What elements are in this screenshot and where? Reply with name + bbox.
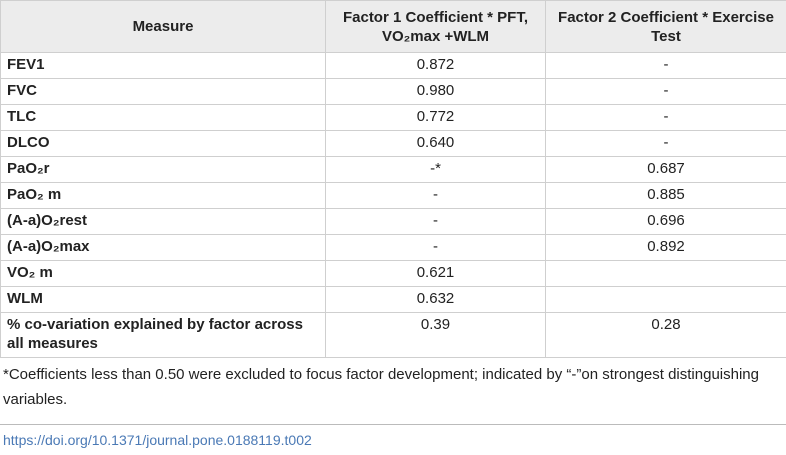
table-body: FEV1 0.872- FVC 0.980- TLC 0.772- DLCO 0.640- Pa… xyxy=(0,52,786,358)
value-cell: 0.632 xyxy=(325,286,546,313)
doi-link[interactable]: https://doi.org/10.1371/journal.pone.018… xyxy=(3,432,312,448)
value-cell: 0.687 xyxy=(545,156,786,183)
measure-cell: DLCO xyxy=(0,130,326,157)
header-cell: Measure xyxy=(0,0,326,53)
measure-cell: PaO₂ m xyxy=(0,182,326,209)
table-row: % co-variation explained by factor acros… xyxy=(0,312,786,358)
table-row: DLCO 0.640- xyxy=(0,130,786,157)
value-cell: 0.696 xyxy=(545,208,786,235)
value-cell: 0.28 xyxy=(545,312,786,358)
value-cell: - xyxy=(545,52,786,79)
value-cell: - xyxy=(545,104,786,131)
value-cell: - xyxy=(325,208,546,235)
value-cell: 0.980 xyxy=(325,78,546,105)
value-cell: 0.621 xyxy=(325,260,546,287)
divider xyxy=(0,424,786,425)
value-cell: -* xyxy=(325,156,546,183)
value-cell: 0.872 xyxy=(325,52,546,79)
value-cell: 0.885 xyxy=(545,182,786,209)
table-row: WLM 0.632 xyxy=(0,286,786,313)
header-cell: Factor 1 Coefficient * PFT, VO₂max +WLM xyxy=(325,0,546,53)
measure-cell: TLC xyxy=(0,104,326,131)
measure-cell: VO₂ m xyxy=(0,260,326,287)
value-cell: - xyxy=(325,234,546,261)
value-cell xyxy=(545,286,786,313)
value-cell: - xyxy=(545,130,786,157)
table-row: (A-a)O₂max -0.892 xyxy=(0,234,786,261)
measure-cell: FVC xyxy=(0,78,326,105)
measure-cell: PaO₂r xyxy=(0,156,326,183)
value-cell: 0.640 xyxy=(325,130,546,157)
value-cell: 0.772 xyxy=(325,104,546,131)
measure-cell: WLM xyxy=(0,286,326,313)
value-cell xyxy=(545,260,786,287)
table-row: VO₂ m 0.621 xyxy=(0,260,786,287)
measure-cell: FEV1 xyxy=(0,52,326,79)
table-row: PaO₂ m -0.885 xyxy=(0,182,786,209)
table-row: TLC 0.772- xyxy=(0,104,786,131)
value-cell: - xyxy=(325,182,546,209)
table-row: PaO₂r -* 0.687 xyxy=(0,156,786,183)
value-cell: 0.39 xyxy=(325,312,546,358)
table-row: FEV1 0.872- xyxy=(0,52,786,79)
table-row: FVC 0.980- xyxy=(0,78,786,105)
measure-cell: % co-variation explained by factor acros… xyxy=(0,312,326,358)
header-cell: Factor 2 Coefficient * Exercise Test xyxy=(545,0,786,53)
value-cell: 0.892 xyxy=(545,234,786,261)
measure-cell: (A-a)O₂rest xyxy=(0,208,326,235)
table-row: (A-a)O₂rest -0.696 xyxy=(0,208,786,235)
measure-cell: (A-a)O₂max xyxy=(0,234,326,261)
header-row: Measure Factor 1 Coefficient * PFT, VO₂ma… xyxy=(0,0,786,53)
footnote: *Coefficients less than 0.50 were exclud… xyxy=(3,366,759,408)
data-table: Measure Factor 1 Coefficient * PFT, VO₂ma… xyxy=(0,0,786,358)
value-cell: - xyxy=(545,78,786,105)
